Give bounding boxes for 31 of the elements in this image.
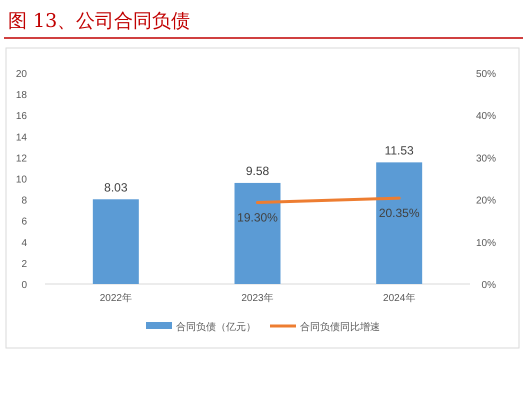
data-label: 19.30% xyxy=(237,210,278,225)
legend-label: 合同负债同比增速 xyxy=(300,321,380,333)
x-tick-label: 2022年 xyxy=(100,292,132,304)
y-tick-label: 2 xyxy=(21,258,28,270)
y-tick-label: 8 xyxy=(21,196,28,207)
data-label: 20.35% xyxy=(378,206,420,220)
y-tick-label: 4 xyxy=(21,238,28,249)
y-tick-label: 6 xyxy=(21,216,28,228)
y2-tick-label: 40% xyxy=(476,111,496,122)
y2-tick-label: 30% xyxy=(476,153,496,164)
y-tick-label: 20 xyxy=(16,69,28,80)
legend-label: 合同负债（亿元） xyxy=(176,321,256,333)
y2-tick-label: 0% xyxy=(482,280,496,291)
y-tick-label: 18 xyxy=(16,90,28,102)
y2-tick-label: 10% xyxy=(476,238,496,249)
data-label: 9.58 xyxy=(246,164,270,178)
y-tick-label: 16 xyxy=(16,111,28,122)
chart-title: 图 13、公司合同负债 xyxy=(8,10,190,32)
bar xyxy=(376,162,422,284)
y2-tick-label: 50% xyxy=(476,69,496,80)
y-tick-label: 10 xyxy=(16,174,28,186)
data-label: 8.03 xyxy=(104,180,128,194)
bar xyxy=(92,199,139,284)
data-label: 11.53 xyxy=(384,143,414,158)
bar xyxy=(234,182,280,284)
y2-tick-label: 20% xyxy=(476,196,496,207)
x-tick-label: 2024年 xyxy=(383,292,416,304)
y-tick-label: 14 xyxy=(16,132,28,144)
x-tick-label: 2023年 xyxy=(241,292,274,304)
y-tick-label: 0 xyxy=(21,280,28,291)
y-tick-label: 12 xyxy=(16,153,28,164)
